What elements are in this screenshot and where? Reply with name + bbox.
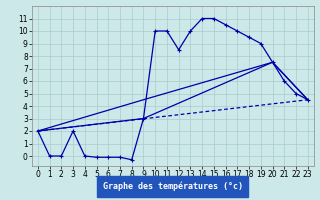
- X-axis label: Graphe des températures (°c): Graphe des températures (°c): [103, 182, 243, 191]
